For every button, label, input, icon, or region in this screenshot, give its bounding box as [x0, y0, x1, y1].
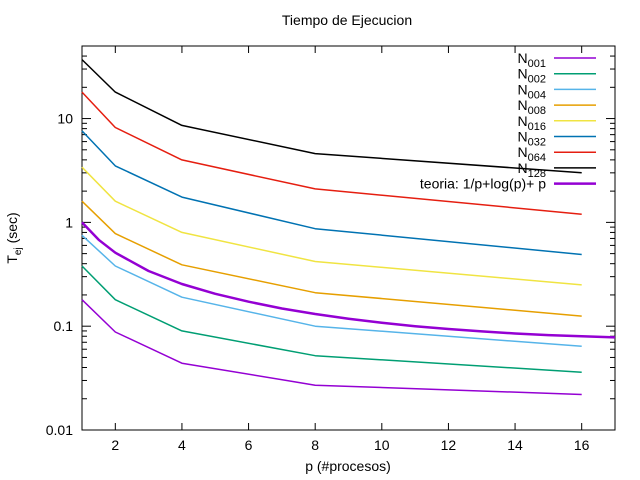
x-tick-label: 14	[507, 437, 523, 453]
legend-label-main: teoria: 1/p+log(p)+ p	[420, 176, 546, 192]
chart-title: Tiempo de Ejecucion	[282, 12, 412, 28]
legend-label-main: N	[518, 81, 528, 97]
y-tick-label: 0.1	[54, 318, 74, 334]
y-axis-label-sub: ej	[13, 247, 24, 255]
legend-label-main: N	[518, 129, 528, 145]
legend-label-sub: 002	[528, 74, 546, 86]
legend-label: N032	[518, 129, 546, 149]
x-tick-label: 8	[311, 437, 319, 453]
legend-label: N016	[518, 113, 546, 133]
legend-label-main: N	[518, 113, 528, 129]
series-group	[81, 59, 616, 396]
series-line-004	[81, 234, 582, 348]
series-line-064	[81, 91, 582, 215]
legend-label-sub: 128	[528, 168, 546, 180]
series-line-032	[81, 130, 582, 256]
series-line-008	[81, 200, 582, 317]
legend-label-sub: 004	[528, 89, 546, 101]
series-line-teoria	[81, 221, 616, 339]
legend-label-main: N	[518, 97, 528, 113]
series-line-002	[81, 265, 582, 373]
y-axis-label: Tej (sec)	[4, 212, 24, 263]
legend-label-sub: 064	[528, 152, 546, 164]
y-tick-label: 10	[57, 111, 73, 127]
x-tick-label: 6	[245, 437, 253, 453]
legend-label: N002	[518, 66, 546, 86]
legend-label: N128	[518, 160, 546, 180]
legend-label-main: N	[518, 66, 528, 82]
legend-label: N004	[518, 81, 546, 101]
x-tick-label: 16	[574, 437, 590, 453]
x-tick-label: 12	[441, 437, 457, 453]
legend-label-sub: 001	[528, 58, 546, 70]
legend: N001N002N004N008N016N032N064N128teoria: …	[420, 50, 596, 192]
x-tick-label: 4	[178, 437, 186, 453]
y-tick-label: 0.01	[46, 422, 73, 438]
tick-group: 2 4 6 8 10 12 14 16 0.01 0.1 1 10	[46, 45, 615, 453]
legend-label-main: N	[518, 160, 528, 176]
plot-frame	[81, 45, 616, 431]
legend-label-sub: 016	[528, 121, 546, 133]
x-axis-label: p (#procesos)	[305, 458, 391, 474]
legend-label: N001	[518, 50, 546, 70]
legend-label-sub: 008	[528, 105, 546, 117]
series-line-001	[81, 299, 582, 396]
y-axis-label-rest: (sec)	[4, 212, 20, 247]
x-tick-label: 10	[374, 437, 390, 453]
legend-label-main: N	[518, 144, 528, 160]
legend-label: N008	[518, 97, 546, 117]
y-axis-label-main: T	[4, 255, 20, 264]
legend-label-sub: 032	[528, 137, 546, 149]
series-line-016	[81, 166, 582, 286]
y-tick-label: 1	[65, 214, 73, 230]
x-tick-label: 2	[111, 437, 119, 453]
legend-label: teoria: 1/p+log(p)+ p	[420, 176, 546, 192]
series-line-128	[81, 59, 582, 174]
legend-label: N064	[518, 144, 546, 164]
legend-label-main: N	[518, 50, 528, 66]
